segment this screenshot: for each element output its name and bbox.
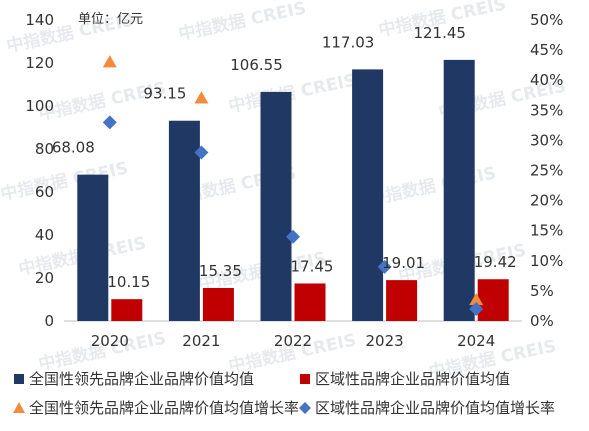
data-label: 68.08 — [52, 139, 95, 157]
y-right-tick-label: 35% — [530, 101, 563, 119]
data-label: 117.03 — [322, 33, 375, 51]
y-right-tick-label: 40% — [530, 71, 563, 89]
x-tick-label: 2020 — [91, 332, 129, 350]
data-label: 93.15 — [143, 85, 186, 103]
watermark-text: 中指数据 CREIS — [177, 0, 308, 45]
triangle-marker — [194, 91, 209, 104]
bar — [352, 69, 384, 321]
y-left-tick-label: 120 — [25, 54, 54, 72]
bar — [443, 59, 475, 321]
bar — [111, 299, 143, 321]
bar — [202, 287, 234, 321]
legend-swatch — [14, 374, 24, 384]
diamond-marker — [194, 145, 209, 160]
legend-label: 全国性领先品牌企业品牌价值均值增长率 — [29, 399, 299, 417]
data-labels: 68.08 93.15 106.55 117.03 121.45 10.15 15.35 17… — [52, 24, 517, 291]
y-right-tick-label: 0% — [530, 312, 554, 330]
bar — [77, 174, 109, 321]
data-label: 15.35 — [199, 262, 242, 280]
bar — [386, 280, 418, 321]
axes: 0 20 40 60 80 100 120 140 0% 5% 10% 15% 20% 25% 30% 35%… — [25, 11, 563, 350]
y-left-tick-label: 60 — [35, 183, 54, 201]
x-tick-label: 2021 — [182, 332, 220, 350]
y-right-tick-label: 50% — [530, 11, 563, 29]
unit-label: 单位：亿元 — [78, 12, 143, 27]
y-right-tick-label: 30% — [530, 131, 563, 149]
legend-label: 区域性品牌企业品牌价值均值 — [315, 370, 510, 388]
legend: 全国性领先品牌企业品牌价值均值 区域性品牌企业品牌价值均值全国性领先品牌企业品牌价… — [13, 370, 555, 417]
diamond-marker — [102, 115, 117, 130]
bar — [477, 279, 509, 321]
x-tick-label: 2022 — [274, 332, 312, 350]
diamond-marker — [286, 229, 300, 244]
data-label: 10.15 — [107, 273, 150, 291]
watermark-text: 中指数据 CREIS — [367, 162, 498, 210]
y-right-tick-label: 20% — [530, 192, 563, 210]
y-left-tick-label: 140 — [25, 11, 54, 29]
watermark-text: 中指数据 CREIS — [0, 157, 130, 205]
y-right-tick-label: 15% — [530, 222, 563, 240]
bars — [77, 59, 509, 321]
watermark-text: 中指数据 CREIS — [227, 69, 358, 117]
y-left-tick-label: 40 — [35, 226, 54, 244]
markers — [102, 55, 484, 316]
x-tick-label: 2023 — [366, 332, 404, 350]
bar — [294, 283, 326, 321]
data-label: 106.55 — [230, 56, 283, 74]
triangle-marker — [102, 55, 117, 68]
data-label: 17.45 — [291, 257, 334, 275]
bar — [168, 120, 200, 321]
bar — [260, 91, 292, 321]
y-left-tick-label: 100 — [25, 97, 54, 115]
data-label: 19.01 — [382, 254, 425, 272]
y-left-tick-label: 0 — [44, 312, 54, 330]
y-right-tick-label: 45% — [530, 41, 563, 59]
legend-swatch — [300, 374, 310, 384]
triangle-marker — [469, 292, 484, 306]
x-tick-label: 2024 — [457, 332, 495, 350]
legend-triangle-icon — [13, 402, 25, 413]
data-label: 121.45 — [413, 24, 466, 42]
legend-diamond-icon — [299, 402, 311, 414]
y-left-tick-label: 20 — [35, 269, 54, 287]
y-right-tick-label: 25% — [530, 162, 563, 180]
diamond-marker — [469, 301, 484, 316]
diamond-marker — [377, 259, 392, 274]
legend-label: 全国性领先品牌企业品牌价值均值 — [29, 370, 254, 388]
legend-label: 区域性品牌企业品牌价值均值增长率 — [315, 399, 555, 417]
y-right-tick-label: 5% — [530, 282, 554, 300]
data-label: 19.42 — [474, 253, 517, 271]
y-right-tick-label: 10% — [530, 252, 563, 270]
y-left-tick-label: 80 — [35, 140, 54, 158]
